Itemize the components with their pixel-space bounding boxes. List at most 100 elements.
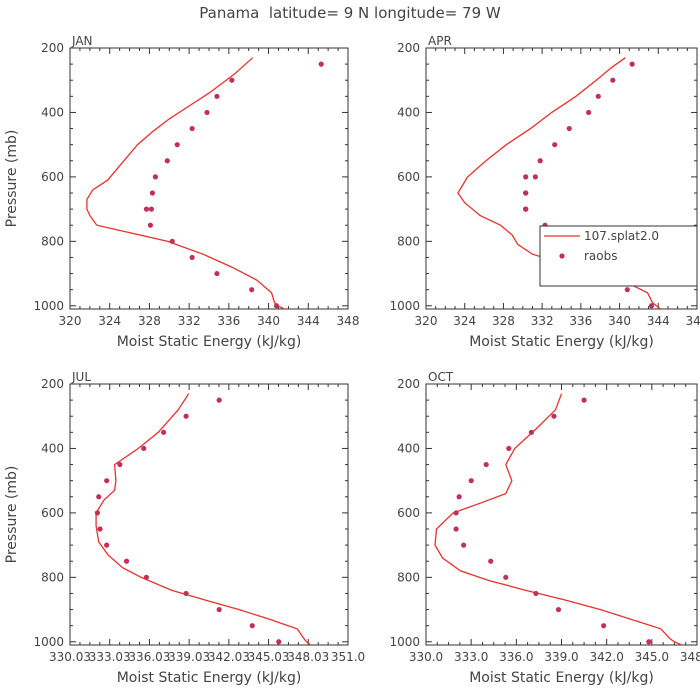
raobs-point xyxy=(160,429,167,435)
y-tick-label: 600 xyxy=(41,506,64,520)
x-tick-label: 336.0 xyxy=(499,650,533,664)
x-tick-label: 333.03 xyxy=(89,650,131,664)
y-tick-label: 400 xyxy=(41,441,64,455)
raobs-point xyxy=(216,606,222,613)
raobs-point xyxy=(143,206,150,212)
raobs-point xyxy=(581,397,587,403)
panel-title: APR xyxy=(428,34,452,48)
x-tick-label: 351.0 xyxy=(331,650,365,664)
x-tick-label: 332 xyxy=(178,314,201,328)
x-tick-label: 345.0 xyxy=(635,650,669,664)
raobs-point xyxy=(169,238,175,244)
y-tick-label: 400 xyxy=(41,105,64,119)
raobs-point xyxy=(183,413,189,419)
raobs-point xyxy=(143,574,149,580)
x-tick-label: 345.03 xyxy=(248,650,290,664)
x-axis-label: Moist Static Energy (kJ/kg) xyxy=(117,334,302,350)
y-axis-label: Pressure (mb) xyxy=(4,466,20,564)
raobs-point xyxy=(204,109,210,116)
y-tick-label: 800 xyxy=(397,570,420,584)
x-tick-label: 328 xyxy=(138,314,161,328)
raobs-point xyxy=(96,494,102,500)
raobs-point xyxy=(555,606,562,613)
model-profile-line xyxy=(434,393,683,646)
raobs-point xyxy=(488,558,494,564)
y-tick-label: 1000 xyxy=(389,299,420,313)
y-tick-label: 800 xyxy=(41,234,64,248)
x-tick-label: 320 xyxy=(59,314,82,328)
raobs-point xyxy=(468,478,474,484)
raobs-point xyxy=(97,526,103,532)
raobs-point xyxy=(523,190,529,196)
y-tick-label: 1000 xyxy=(389,635,420,649)
raobs-point xyxy=(532,174,538,180)
figure-title: Panama latitude= 9 N longitude= 79 W xyxy=(199,4,501,22)
raobs-point xyxy=(189,254,195,261)
raobs-point xyxy=(214,270,220,277)
plot-frame xyxy=(69,47,349,310)
raobs-point xyxy=(249,287,255,293)
raobs-point xyxy=(566,125,572,132)
raobs-point xyxy=(586,109,592,116)
y-tick-label: 200 xyxy=(397,41,420,55)
y-tick-label: 200 xyxy=(397,377,420,391)
x-tick-label: 336 xyxy=(217,314,240,328)
x-tick-label: 328 xyxy=(492,314,515,328)
raobs-point xyxy=(318,61,324,67)
y-tick-label: 600 xyxy=(397,170,420,184)
raobs-point xyxy=(216,397,222,403)
raobs-point xyxy=(456,494,462,500)
x-tick-label: 339.0 xyxy=(544,650,578,664)
raobs-point xyxy=(214,93,220,99)
raobs-point xyxy=(94,510,101,516)
raobs-point xyxy=(104,478,110,484)
raobs-point xyxy=(117,461,123,468)
raobs-point xyxy=(533,590,539,597)
raobs-point xyxy=(174,142,180,148)
x-tick-label: 340 xyxy=(257,314,280,328)
x-tick-label: 348.03 xyxy=(287,650,329,664)
legend-obs-label: raobs xyxy=(584,249,618,263)
x-tick-label: 330.0 xyxy=(409,650,443,664)
y-tick-label: 600 xyxy=(397,506,420,520)
x-tick-label: 336.03 xyxy=(128,650,170,664)
raobs-point xyxy=(552,142,558,148)
raobs-point xyxy=(461,542,467,548)
raobs-point xyxy=(276,639,282,645)
raobs-point xyxy=(537,158,543,164)
y-tick-label: 200 xyxy=(41,41,64,55)
raobs-point xyxy=(147,222,154,228)
plot-frame xyxy=(425,383,698,646)
x-tick-label: 333.0 xyxy=(454,650,488,664)
raobs-point xyxy=(624,287,630,293)
model-profile-line xyxy=(86,57,285,310)
raobs-point xyxy=(183,590,189,597)
x-axis-label: Moist Static Energy (kJ/kg) xyxy=(469,334,654,350)
y-tick-label: 400 xyxy=(397,441,420,455)
y-tick-label: 800 xyxy=(41,570,64,584)
x-tick-label: 324 xyxy=(453,314,476,328)
x-tick-label: 344 xyxy=(647,314,670,328)
panel-title: JAN xyxy=(71,34,93,48)
legend: 107.splat2.0 raobs xyxy=(539,225,698,287)
x-tick-label: 348 xyxy=(337,314,360,328)
raobs-point xyxy=(149,190,156,196)
raobs-point xyxy=(148,206,155,212)
x-tick-label: 342.03 xyxy=(208,650,250,664)
x-tick-label: 330.03 xyxy=(49,650,91,664)
x-tick-label: 342.0 xyxy=(589,650,623,664)
x-tick-label: 320 xyxy=(415,314,438,328)
x-tick-label: 348 xyxy=(686,314,700,328)
x-tick-label: 344 xyxy=(297,314,320,328)
x-axis-label: Moist Static Energy (kJ/kg) xyxy=(469,670,654,686)
raobs-point xyxy=(629,61,635,67)
raobs-point xyxy=(483,461,489,468)
raobs-point xyxy=(523,206,529,212)
panel-title: OCT xyxy=(428,370,454,384)
y-tick-label: 600 xyxy=(41,170,64,184)
raobs-point xyxy=(104,542,110,548)
raobs-point xyxy=(601,623,607,629)
